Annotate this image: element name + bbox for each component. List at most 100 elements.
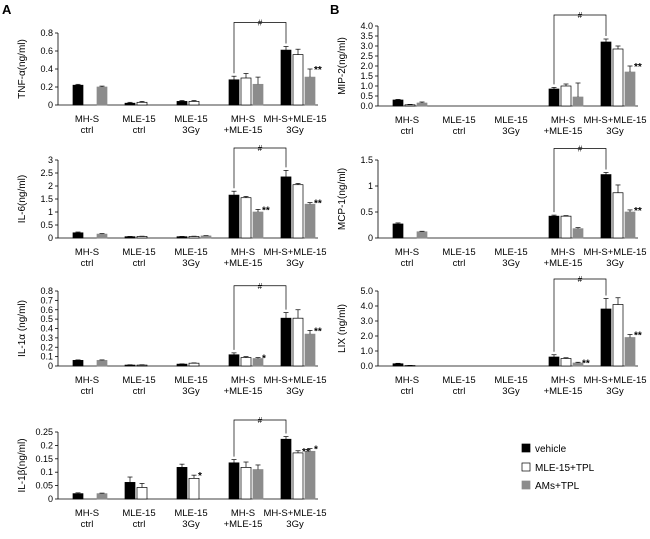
y-tick-label: 0.4	[40, 64, 53, 74]
category-label: ctrl	[81, 258, 94, 269]
y-tick-label: 0.5	[40, 220, 53, 230]
category-label: ctrl	[133, 519, 146, 530]
category-label: 3Gy	[286, 258, 304, 269]
y-tick-label: 0.1	[40, 467, 53, 477]
bar	[96, 493, 108, 500]
chart-tnf: 00.20.40.60.8TNF-α(ng/ml)MH-SctrlMLE-15c…	[17, 19, 327, 137]
category-label: MH-S	[231, 247, 255, 258]
panel-label-b: B	[330, 2, 339, 17]
category-label: +MLE-15	[224, 386, 263, 397]
significance-bracket	[553, 278, 607, 352]
category-label: ctrl	[453, 126, 466, 137]
bar	[392, 223, 404, 239]
category-label: MH-S	[231, 508, 255, 519]
category-label: MLE-15	[122, 375, 155, 386]
significance-star: **	[634, 62, 642, 73]
y-tick-label: 0.5	[360, 91, 373, 101]
category-label: ctrl	[81, 519, 94, 530]
category-label: MH-S	[231, 375, 255, 386]
category-label: MLE-15	[122, 114, 155, 125]
y-tick-label: 3	[48, 155, 53, 165]
bar	[96, 360, 108, 367]
category-label: ctrl	[401, 126, 414, 137]
significance-bracket	[233, 147, 287, 189]
y-tick-label: 1	[368, 181, 373, 191]
y-axis-label: IL-1α (ng/ml)	[17, 300, 28, 357]
y-tick-label: 1.0	[360, 81, 373, 91]
bar	[240, 467, 252, 500]
legend: vehicle MLE-15+TPL AMs+TPL	[521, 443, 595, 492]
bar	[600, 41, 612, 107]
bar	[560, 215, 572, 239]
significance-bracket	[233, 419, 287, 457]
bar	[136, 236, 148, 239]
chart-il1b: 00.050.10.150.20.25IL-1β(ng/ml)MH-SctrlM…	[17, 416, 327, 530]
bar	[548, 356, 560, 367]
bar	[240, 357, 252, 367]
y-tick-label: 3.0	[360, 316, 373, 326]
category-label: 3Gy	[182, 519, 200, 530]
category-label: ctrl	[401, 258, 414, 269]
y-axis-label: TNF-α(ng/ml)	[17, 39, 28, 99]
category-label: MH-S+MLE-15	[263, 114, 326, 125]
bar	[176, 363, 188, 367]
significance-star: **	[314, 199, 322, 210]
y-tick-label: 0.8	[40, 286, 53, 296]
significance-star: *	[262, 354, 266, 365]
category-label: MH-S	[551, 375, 575, 386]
category-label: ctrl	[453, 258, 466, 269]
bar	[188, 101, 200, 106]
bar	[292, 317, 304, 367]
bar	[612, 48, 624, 107]
bar	[392, 363, 404, 367]
category-label: MH-S+MLE-15	[263, 247, 326, 258]
bar	[72, 232, 84, 239]
category-label: MLE-15	[174, 114, 207, 125]
bar	[176, 236, 188, 239]
y-tick-label: 5.0	[360, 286, 373, 296]
y-tick-label: 2	[48, 181, 53, 191]
significance-star: **	[582, 358, 590, 369]
y-tick-label: 0.4	[40, 324, 53, 334]
category-label: MLE-15	[442, 115, 475, 126]
bar	[136, 487, 148, 500]
category-label: ctrl	[133, 386, 146, 397]
bar	[72, 84, 84, 106]
bar	[188, 362, 200, 367]
bar	[304, 76, 316, 106]
y-tick-label: 1.5	[360, 155, 373, 165]
bar	[176, 467, 188, 500]
bar	[612, 192, 624, 239]
y-tick-label: 0.5	[360, 207, 373, 217]
y-tick-label: 1.5	[40, 194, 53, 204]
bar	[96, 86, 108, 106]
significance-bracket	[233, 285, 287, 350]
category-label: MH-S	[395, 115, 419, 126]
y-tick-label: 3.5	[360, 31, 373, 41]
category-label: ctrl	[133, 258, 146, 269]
bracket-label: #	[258, 416, 263, 425]
category-label: 3Gy	[182, 258, 200, 269]
y-tick-label: 3.0	[360, 41, 373, 51]
bar	[252, 83, 264, 106]
bracket-label: #	[258, 19, 263, 28]
bar	[612, 304, 624, 367]
category-label: MLE-15	[122, 247, 155, 258]
chart-il6: 00.511.522.53IL-6(ng/ml)MH-SctrlMLE-15ct…	[17, 144, 327, 269]
category-label: 3Gy	[286, 386, 304, 397]
legend-label-mle15-tpl: MLE-15+TPL	[535, 463, 595, 474]
y-tick-label: 0.5	[40, 314, 53, 324]
category-label: MLE-15	[174, 508, 207, 519]
y-axis-label: MIP-2(ng/ml)	[337, 37, 348, 95]
category-label: 3Gy	[606, 126, 624, 137]
y-tick-label: 0	[48, 361, 53, 371]
category-label: +MLE-15	[544, 258, 583, 269]
category-label: 3Gy	[502, 126, 520, 137]
category-label: MH-S	[551, 115, 575, 126]
bracket-label: #	[258, 282, 263, 291]
y-tick-label: 2.0	[360, 331, 373, 341]
category-label: 3Gy	[502, 258, 520, 269]
category-label: MH-S	[75, 114, 99, 125]
bar	[188, 236, 200, 239]
